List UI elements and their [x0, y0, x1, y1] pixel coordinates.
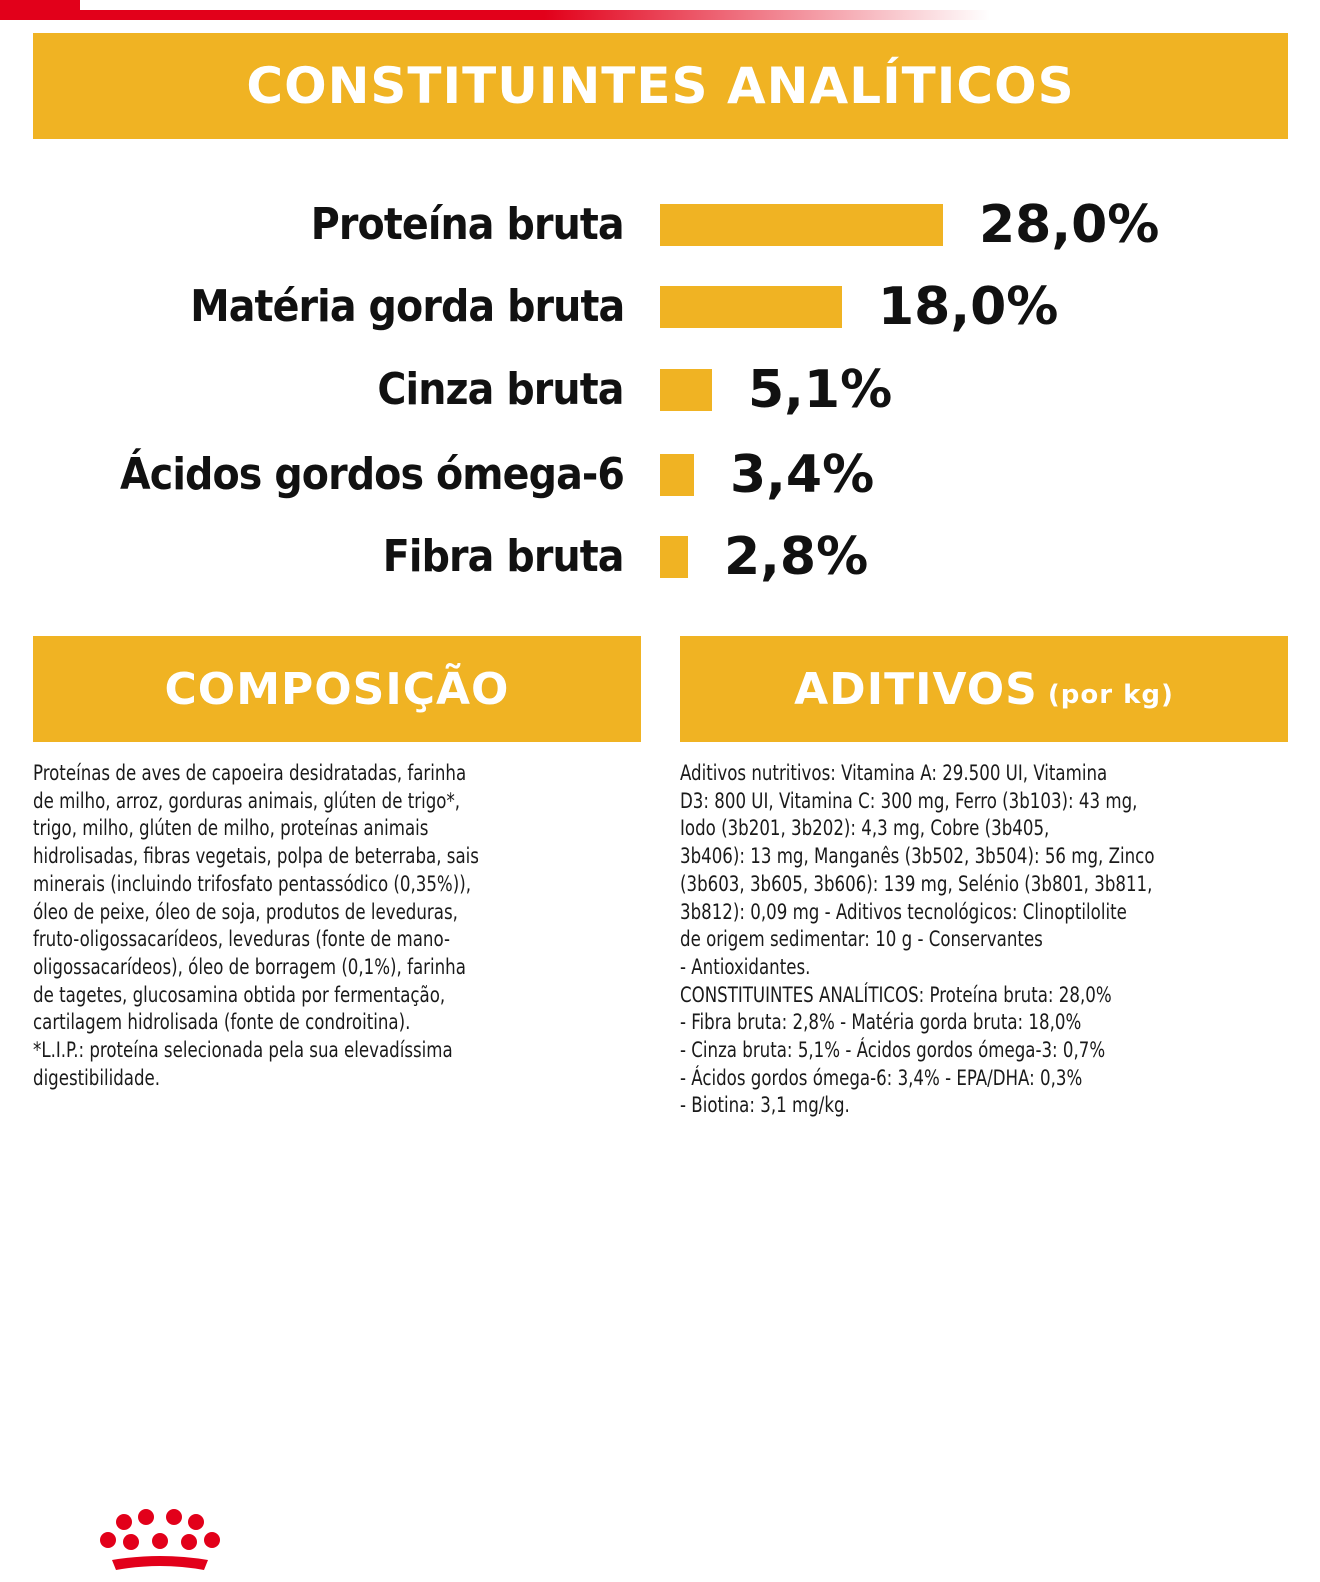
- composition-title: COMPOSIÇÃO: [164, 663, 510, 715]
- text-line: - Biotina: 3,1 mg/kg.: [680, 1093, 850, 1119]
- analytic-bar: [660, 369, 712, 411]
- additives-title: ADITIVOS: [794, 663, 1038, 715]
- analytic-row: Ácidos gordos ómega-6 3,4%: [0, 440, 1320, 510]
- text-line: hidrolisadas, fibras vegetais, polpa de …: [33, 844, 479, 870]
- additives-text: Aditivos nutritivos: Vitamina A: 29.500 …: [680, 760, 1290, 1120]
- analytic-row: Fibra bruta 2,8%: [0, 522, 1320, 592]
- analytic-bar: [660, 454, 694, 496]
- text-line: minerais (incluindo trifosfato pentassód…: [33, 871, 472, 897]
- analytic-label: Ácidos gordos ómega-6: [119, 449, 625, 500]
- text-line: de milho, arroz, gorduras animais, glúte…: [33, 788, 461, 814]
- text-line: óleo de peixe, óleo de soja, produtos de…: [33, 899, 458, 925]
- analytic-label: Matéria gorda bruta: [189, 281, 625, 332]
- text-line: - Antioxidantes.: [680, 954, 811, 980]
- additives-banner: ADITIVOS (por kg): [680, 636, 1288, 742]
- text-line: 3b812): 0,09 mg - Aditivos tecnológicos:…: [680, 899, 1127, 925]
- analytic-label: Proteína bruta: [311, 199, 625, 250]
- text-line: (3b603, 3b605, 3b606): 139 mg, Selénio (…: [680, 871, 1153, 897]
- text-line: Iodo (3b201, 3b202): 4,3 mg, Cobre (3b40…: [680, 816, 1050, 842]
- analytic-row: Matéria gorda bruta 18,0%: [0, 272, 1320, 342]
- analytic-value: 2,8%: [724, 527, 869, 587]
- analytic-row: Proteína bruta 28,0%: [0, 190, 1320, 260]
- footer-line-left: [0, 0, 80, 10]
- text-line: de origem sedimentar: 10 g - Conservante…: [680, 927, 1043, 953]
- analytic-row: Cinza bruta 5,1%: [0, 355, 1320, 425]
- text-line: CONSTITUINTES ANALÍTICOS: Proteína bruta…: [680, 982, 1112, 1008]
- text-line: 3b406): 13 mg, Manganês (3b502, 3b504): …: [680, 844, 1155, 870]
- analytic-label: Cinza bruta: [377, 364, 625, 415]
- analytic-value: 28,0%: [979, 195, 1160, 255]
- composition-banner: COMPOSIÇÃO: [33, 636, 641, 742]
- text-line: fruto-oligossacarídeos, leveduras (fonte…: [33, 927, 450, 953]
- text-line: - Fibra bruta: 2,8% - Matéria gorda brut…: [680, 1010, 1082, 1036]
- text-line: trigo, milho, glúten de milho, proteínas…: [33, 816, 429, 842]
- additives-subtitle: (por kg): [1047, 680, 1174, 710]
- analytic-bar: [660, 204, 943, 246]
- composition-text: Proteínas de aves de capoeira desidratad…: [33, 760, 643, 1092]
- analytic-bar: [660, 286, 842, 328]
- text-line: D3: 800 UI, Vitamina C: 300 mg, Ferro (3…: [680, 788, 1138, 814]
- footer-line-right: [0, 10, 990, 20]
- analytic-value: 3,4%: [730, 445, 875, 505]
- text-line: *L.I.P.: proteína selecionada pela sua e…: [33, 1038, 453, 1064]
- text-line: - Ácidos gordos ómega-6: 3,4% - EPA/DHA:…: [680, 1065, 1083, 1091]
- text-line: Aditivos nutritivos: Vitamina A: 29.500 …: [680, 761, 1108, 786]
- text-line: digestibilidade.: [33, 1065, 161, 1091]
- analytic-value: 18,0%: [878, 277, 1059, 337]
- analytic-label: Fibra bruta: [383, 531, 625, 582]
- text-line: - Cinza bruta: 5,1% - Ácidos gordos ómeg…: [680, 1038, 1106, 1064]
- text-line: de tagetes, glucosamina obtida por ferme…: [33, 982, 446, 1008]
- analytic-bar: [660, 536, 688, 578]
- text-line: Proteínas de aves de capoeira desidratad…: [33, 761, 467, 786]
- text-line: cartilagem hidrolisada (fonte de condroi…: [33, 1010, 411, 1036]
- text-line: oligossacarídeos), óleo de borragem (0,1…: [33, 954, 466, 980]
- royal-canin-crown-icon: [100, 1509, 220, 1570]
- analytics-title: CONSTITUINTES ANALÍTICOS: [246, 57, 1075, 115]
- analytics-banner: CONSTITUINTES ANALÍTICOS: [33, 33, 1288, 139]
- analytic-value: 5,1%: [748, 360, 893, 420]
